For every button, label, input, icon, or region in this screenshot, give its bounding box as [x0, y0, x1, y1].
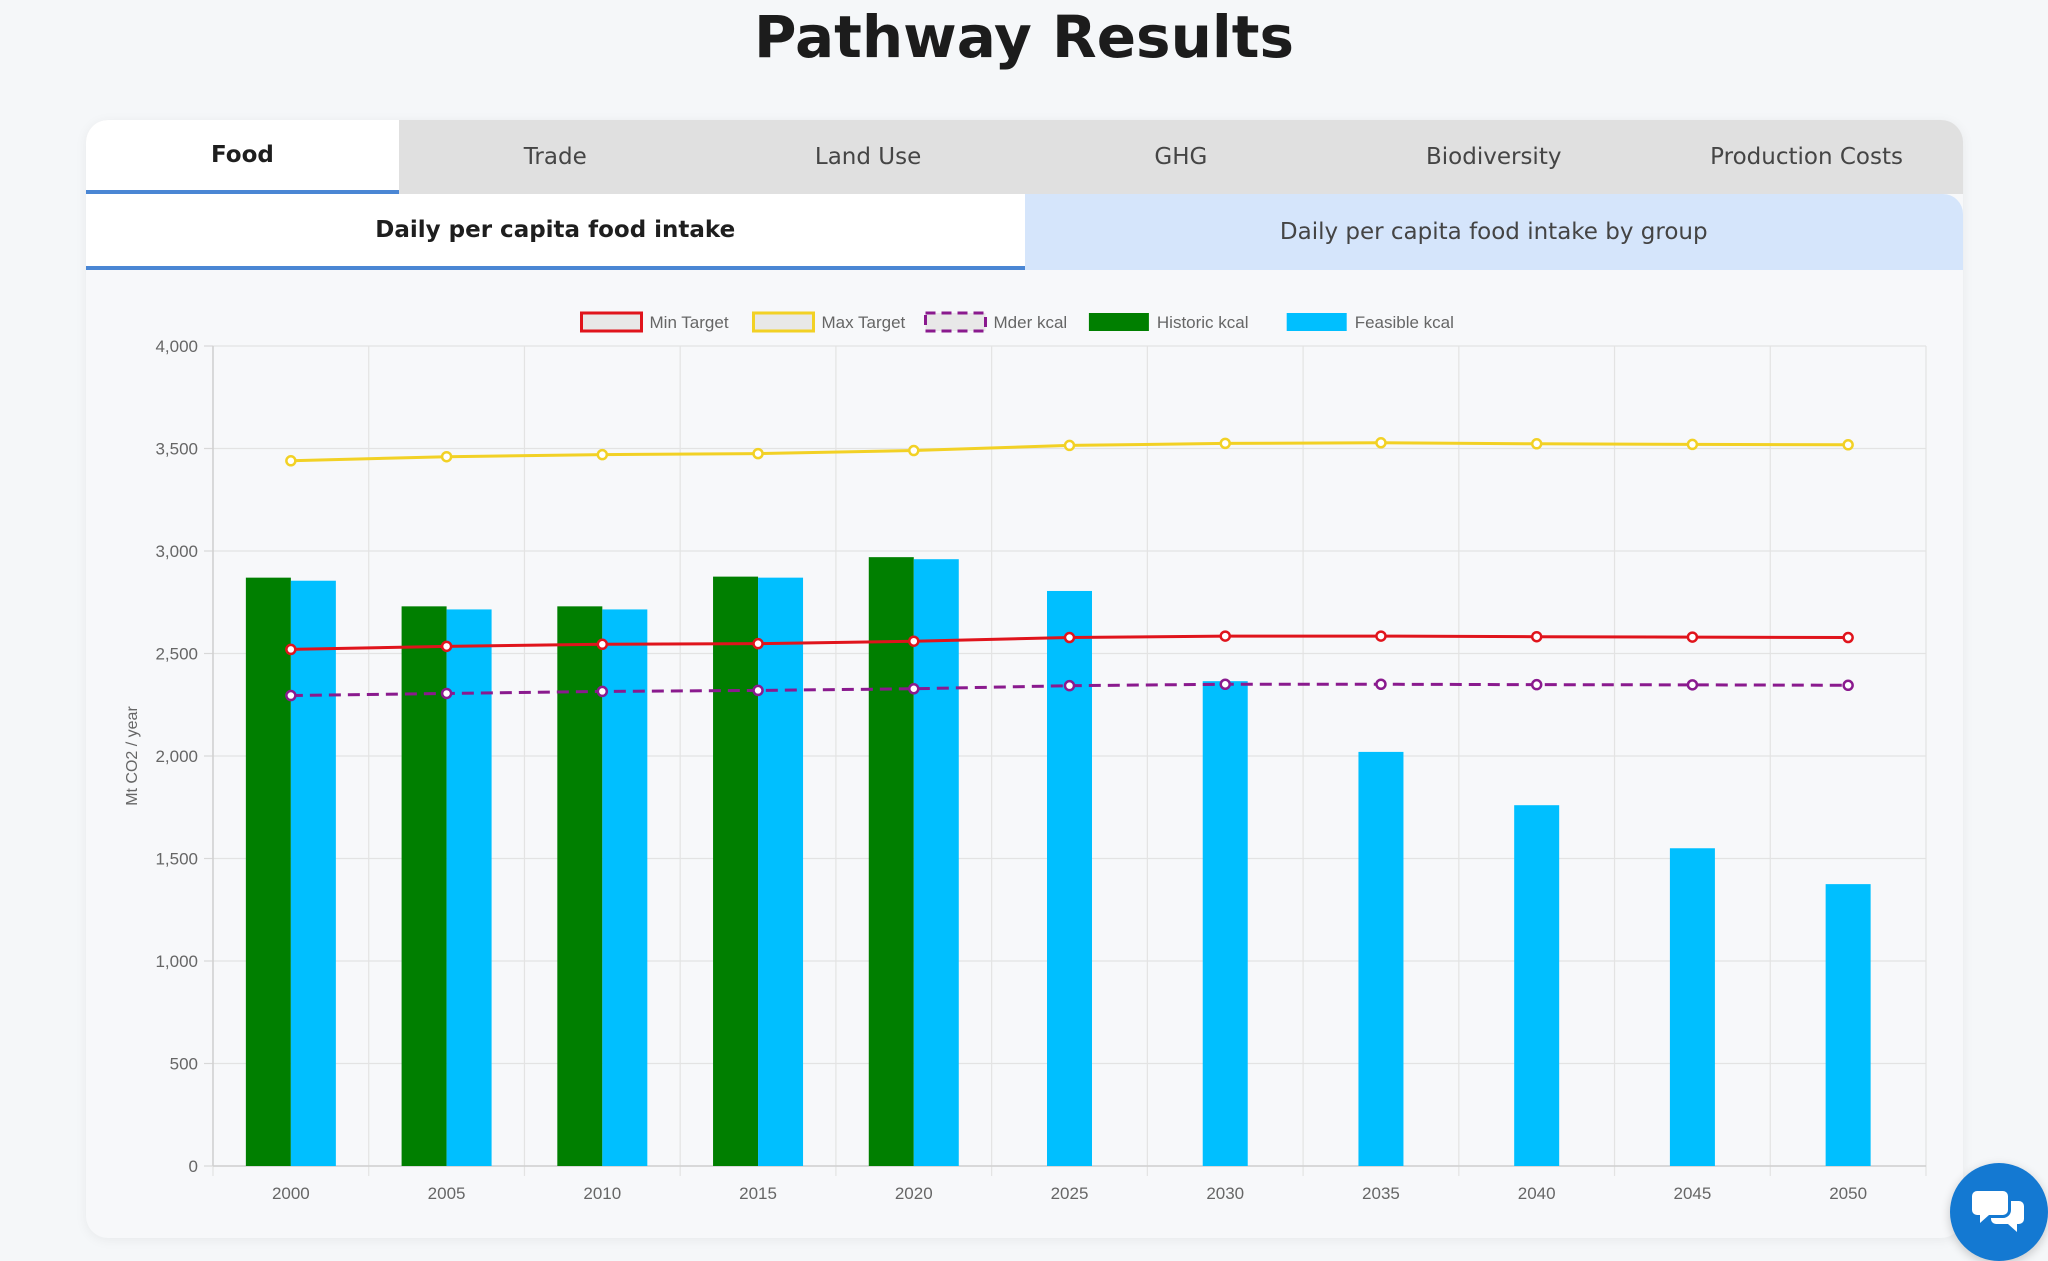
legend-swatch-historic-kcal	[1088, 313, 1149, 331]
y-tick-label: 500	[170, 1055, 198, 1074]
point-max-target	[1219, 437, 1231, 450]
x-tick-label: 2040	[1518, 1184, 1556, 1203]
bar-historic-kcal	[713, 576, 759, 1166]
y-tick-label: 2,500	[155, 645, 198, 664]
tab-biodiversity[interactable]: Biodiversity	[1426, 144, 1562, 170]
bar-feasible-kcal	[1669, 848, 1715, 1166]
point-min-target	[1063, 631, 1076, 644]
bar-historic-kcal	[401, 606, 447, 1166]
legend-swatch-min-target	[580, 311, 643, 333]
tab-trade[interactable]: Trade	[523, 144, 587, 170]
point-max-target	[908, 444, 920, 457]
point-min-target	[596, 638, 609, 651]
x-tick-label: 2015	[739, 1184, 777, 1203]
x-tick-label: 2010	[583, 1184, 621, 1203]
point-min-target	[285, 643, 297, 656]
point-mder-kcal	[1219, 678, 1231, 690]
legend-label-max-target: Max Target	[822, 313, 906, 332]
point-min-target	[1686, 631, 1699, 643]
point-mder-kcal	[285, 689, 297, 702]
point-mder-kcal	[1530, 678, 1543, 691]
x-tick-label: 2025	[1051, 1184, 1089, 1203]
bar-feasible-kcal	[602, 609, 648, 1166]
y-tick-label: 1,500	[155, 850, 198, 869]
point-max-target	[285, 455, 297, 467]
page-title: Pathway Results	[754, 3, 1294, 71]
x-tick-label: 2050	[1829, 1184, 1867, 1203]
y-axis-title: Mt CO2 / year	[124, 706, 141, 806]
point-max-target	[596, 448, 609, 461]
point-max-target	[1375, 437, 1387, 449]
x-tick-label: 2030	[1206, 1184, 1244, 1203]
chat-bubbles-icon	[1972, 1191, 2024, 1232]
point-mder-kcal	[752, 684, 764, 697]
point-mder-kcal	[1842, 679, 1854, 692]
y-tick-label: 3,500	[155, 440, 198, 459]
point-min-target	[1375, 630, 1387, 642]
point-min-target	[1530, 630, 1543, 643]
tab-bar: Food Trade Land Use GHG Biodiversity Pro…	[86, 120, 1963, 194]
bar-historic-kcal	[557, 606, 603, 1166]
legend-swatch-mder-kcal	[924, 311, 987, 333]
bar-feasible-kcal	[1202, 681, 1248, 1166]
x-tick-label: 2020	[895, 1184, 933, 1203]
bar-feasible-kcal	[1825, 884, 1871, 1166]
subtab-daily-intake[interactable]: Daily per capita food intake	[86, 194, 1025, 270]
legend-swatch-feasible-kcal	[1286, 313, 1347, 331]
bar-feasible-kcal	[1358, 751, 1404, 1166]
line-mder-kcal	[290, 682, 1849, 698]
legend-label-mder-kcal: Mder kcal	[994, 313, 1068, 332]
bar-feasible-kcal	[913, 559, 959, 1166]
point-mder-kcal	[1063, 679, 1076, 692]
point-max-target	[1686, 438, 1699, 451]
y-tick-label: 3,000	[155, 542, 198, 561]
point-min-target	[908, 635, 920, 647]
x-tick-label: 2035	[1362, 1184, 1400, 1203]
tab-ghg[interactable]: GHG	[1154, 144, 1208, 170]
bar-feasible-kcal	[290, 580, 336, 1166]
subtab-bar: Daily per capita food intake Daily per c…	[86, 194, 1963, 270]
x-tick-label: 2000	[272, 1184, 310, 1203]
point-max-target	[1530, 438, 1543, 450]
y-tick-label: 0	[189, 1157, 198, 1176]
point-min-target	[440, 640, 453, 653]
legend-label-historic-kcal: Historic kcal	[1157, 313, 1249, 332]
point-max-target	[440, 450, 453, 463]
bar-feasible-kcal	[1514, 805, 1560, 1166]
y-tick-label: 2,000	[155, 747, 198, 766]
point-max-target	[1063, 439, 1076, 452]
bar-feasible-kcal	[446, 609, 492, 1166]
point-mder-kcal	[440, 687, 453, 700]
point-mder-kcal	[596, 685, 609, 698]
point-mder-kcal	[908, 683, 920, 695]
tab-production-costs[interactable]: Production Costs	[1710, 144, 1903, 170]
bar-feasible-kcal	[1047, 590, 1092, 1166]
point-min-target	[752, 637, 764, 650]
point-min-target	[1842, 631, 1854, 644]
point-mder-kcal	[1686, 679, 1699, 691]
subtab-daily-intake-by-group[interactable]: Daily per capita food intake by group	[1024, 194, 1963, 270]
legend-swatch-max-target	[752, 311, 815, 333]
legend-label-min-target: Min Target	[650, 313, 729, 332]
bar-historic-kcal	[245, 577, 291, 1166]
legend-label-feasible-kcal: Feasible kcal	[1355, 313, 1454, 332]
results-card: Food Trade Land Use GHG Biodiversity Pro…	[86, 120, 1963, 1238]
tab-food[interactable]: Food	[86, 120, 399, 194]
x-tick-label: 2005	[428, 1184, 466, 1203]
point-mder-kcal	[1375, 678, 1387, 690]
point-max-target	[752, 447, 764, 460]
y-tick-label: 1,000	[155, 952, 198, 971]
bar-historic-kcal	[868, 557, 914, 1166]
chat-button[interactable]	[1950, 1163, 2048, 1261]
tab-land-use[interactable]: Land Use	[814, 144, 922, 170]
x-tick-label: 2045	[1673, 1184, 1711, 1203]
point-min-target	[1219, 630, 1231, 642]
point-max-target	[1842, 439, 1854, 451]
bar-feasible-kcal	[758, 577, 804, 1166]
y-tick-label: 4,000	[155, 337, 198, 356]
